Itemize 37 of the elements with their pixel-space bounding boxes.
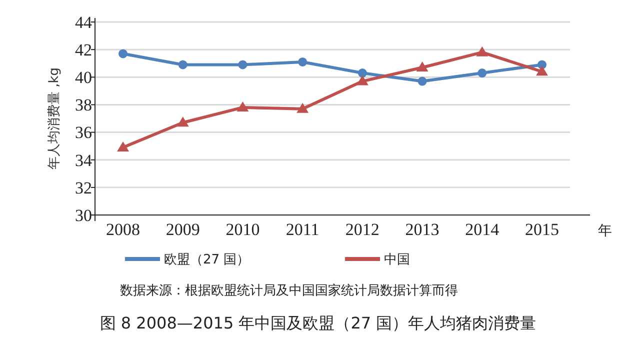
legend-label: 欧盟（27 国） — [164, 252, 250, 268]
y-tick-label: 36 — [75, 123, 92, 142]
point — [478, 68, 487, 78]
y-tick-label: 32 — [75, 178, 92, 198]
y-tick-label: 34 — [75, 150, 92, 170]
y-tick-label: 30 — [75, 206, 92, 225]
point — [117, 141, 129, 152]
source-note: 数据来源：根据欧盟统计局及中国国家统计局数据计算而得 — [120, 282, 458, 299]
point — [118, 49, 128, 58]
x-tick-label: 2014 — [465, 220, 500, 239]
x-tick-label: 2013 — [405, 220, 440, 239]
x-tick-label: 2008 — [106, 220, 140, 239]
point — [358, 68, 367, 78]
point — [178, 60, 188, 70]
point — [476, 46, 488, 56]
x-tick-label: 2009 — [166, 220, 200, 239]
x-tick-label: 2011 — [286, 220, 320, 239]
y-tick-label: 40 — [75, 68, 92, 88]
y-tick-label: 44 — [75, 12, 92, 32]
point — [238, 60, 248, 70]
point — [236, 101, 249, 112]
point — [296, 102, 309, 113]
x-tick-label: 2010 — [226, 220, 260, 239]
point — [356, 75, 368, 86]
point — [298, 57, 308, 66]
point — [416, 61, 428, 72]
legend-label: 中国 — [384, 252, 410, 268]
x-axis-title: 年 — [598, 223, 612, 239]
y-axis-title: 年人均消费量 ,kg — [47, 67, 62, 170]
text: 图 8 2008—2015 年中国及欧盟（27 国）年人均猪肉消费量 — [100, 314, 536, 333]
point — [418, 76, 427, 86]
point — [176, 116, 189, 127]
x-tick-label: 2012 — [345, 220, 380, 239]
point — [536, 66, 548, 76]
y-tick-label: 42 — [75, 40, 92, 60]
x-tick-label: 2015 — [525, 220, 559, 239]
y-tick-label: 38 — [75, 96, 92, 115]
